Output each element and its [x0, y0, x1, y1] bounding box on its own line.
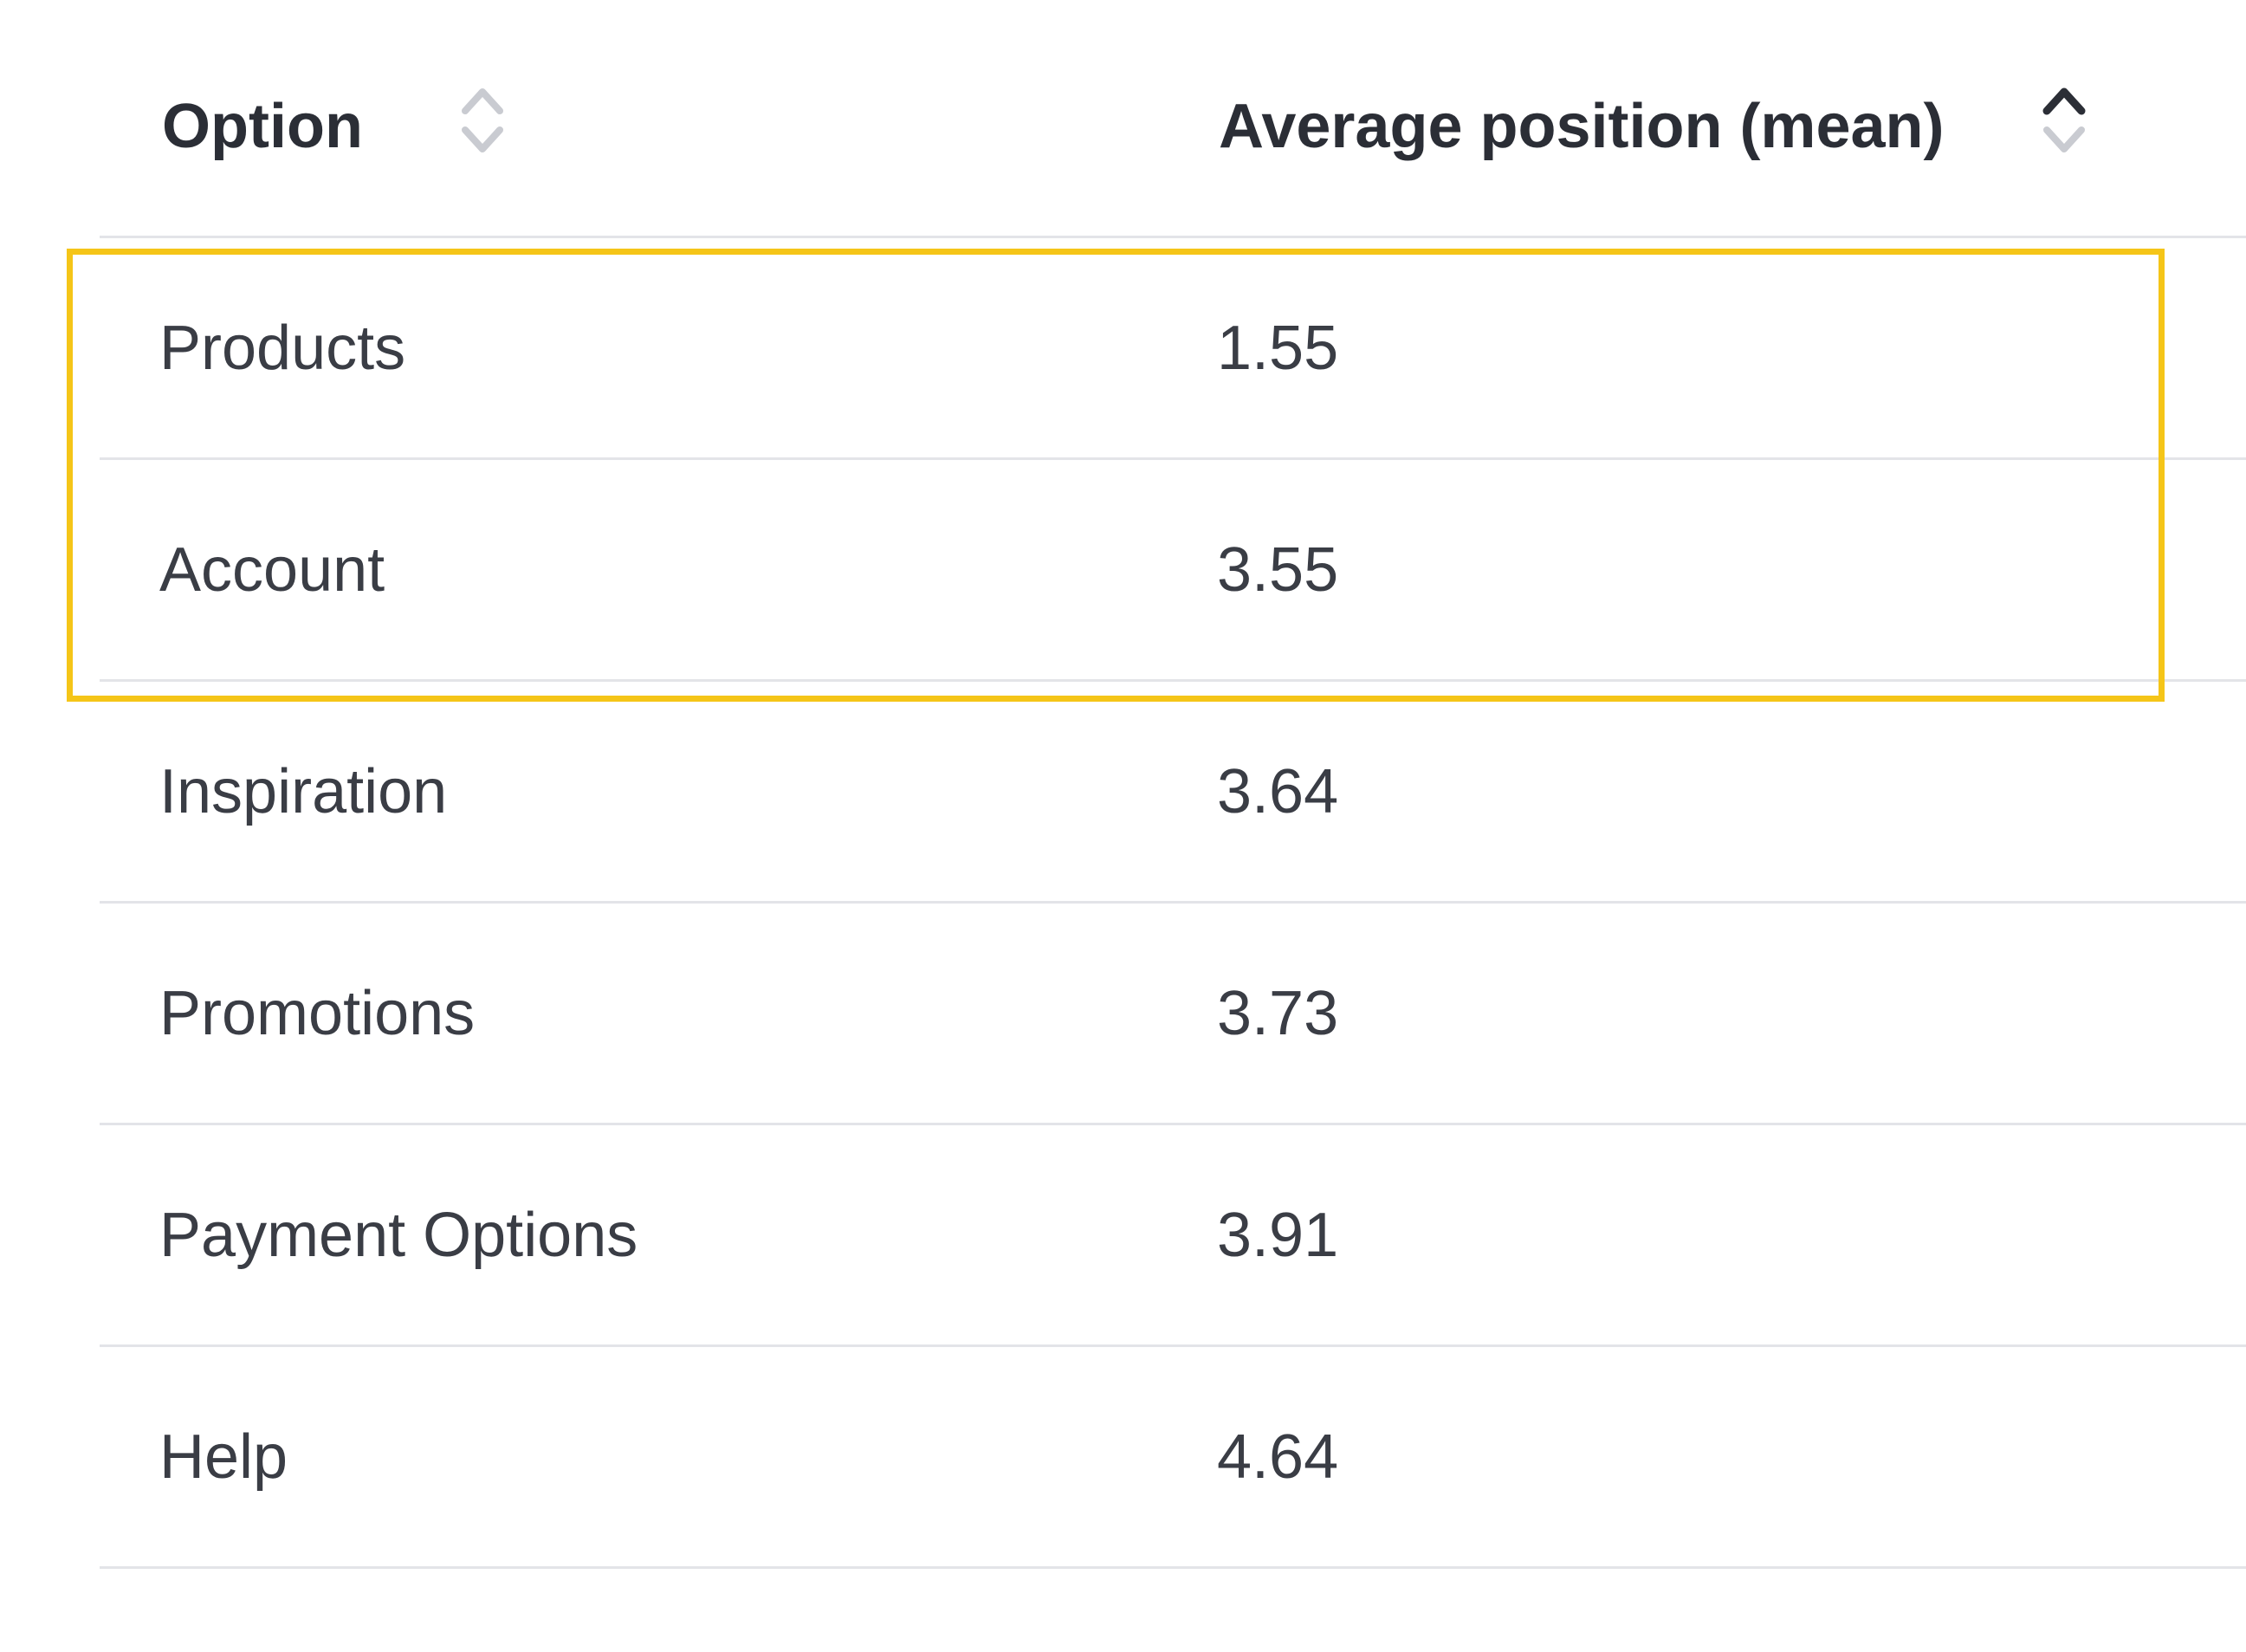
option-cell: Promotions [159, 978, 476, 1048]
option-cell: Account [159, 534, 385, 605]
results-table: Option Average position (mean) Products … [100, 0, 2246, 1569]
column-header-average-position-label: Average position (mean) [1219, 92, 1945, 161]
table-row: Help 4.64 [100, 1347, 2246, 1569]
table-row: Payment Options 3.91 [100, 1125, 2246, 1347]
column-header-option[interactable]: Option [162, 80, 507, 173]
option-cell: Help [159, 1422, 288, 1492]
average-position-cell: 3.55 [1217, 534, 1339, 605]
table-header: Option Average position (mean) [100, 0, 2246, 238]
option-cell: Products [159, 313, 406, 383]
option-cell: Inspiration [159, 756, 448, 826]
column-header-average-position[interactable]: Average position (mean) [1219, 80, 2088, 173]
table-row: Account 3.55 [100, 460, 2246, 682]
column-header-option-label: Option [162, 92, 363, 161]
average-position-cell: 3.64 [1217, 756, 1339, 826]
sort-unsorted-icon[interactable] [458, 80, 507, 173]
table-row: Products 1.55 [100, 238, 2246, 460]
table-row: Inspiration 3.64 [100, 682, 2246, 904]
average-position-cell: 3.73 [1217, 978, 1339, 1048]
table-row: Promotions 3.73 [100, 904, 2246, 1125]
option-cell: Payment Options [159, 1200, 638, 1270]
average-position-cell: 1.55 [1217, 313, 1339, 383]
sort-asc-active-icon[interactable] [2040, 80, 2088, 173]
average-position-cell: 4.64 [1217, 1422, 1339, 1492]
average-position-cell: 3.91 [1217, 1200, 1339, 1270]
